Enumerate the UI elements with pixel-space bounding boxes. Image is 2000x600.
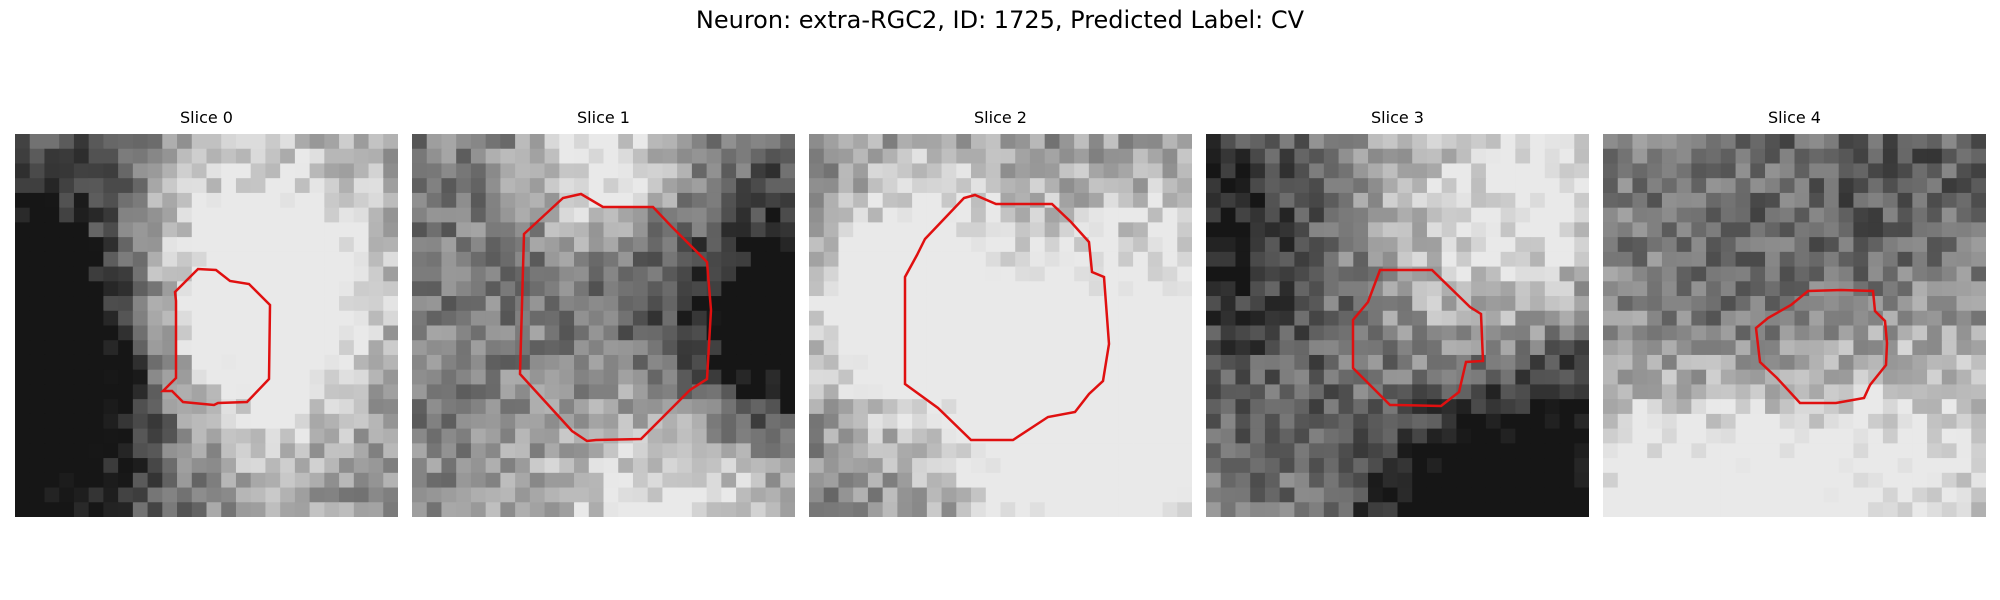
slice-image: [412, 134, 795, 517]
image-pixels: [1206, 134, 1589, 517]
image-pixels: [809, 134, 1192, 517]
neuron-outline: [1351, 268, 1485, 408]
figure-title: Neuron: extra-RGC2, ID: 1725, Predicted …: [695, 6, 1305, 34]
slice-panel-2: Slice 2: [809, 108, 1192, 517]
slice-panel-1: Slice 1: [412, 108, 795, 517]
neuron-outline: [159, 267, 272, 407]
neuron-outline: [1754, 288, 1889, 405]
slice-panel-0: Slice 0: [15, 108, 398, 517]
slice-image: [15, 134, 398, 517]
slice-title: Slice 4: [1768, 108, 1821, 127]
neuron-outline: [518, 192, 713, 443]
slice-image: [809, 134, 1192, 517]
neuron-outline: [903, 193, 1111, 442]
slice-title: Slice 3: [1371, 108, 1424, 127]
slice-panel-4: Slice 4: [1603, 108, 1986, 517]
slice-image: [1206, 134, 1589, 517]
slice-title: Slice 0: [180, 108, 233, 127]
slice-title: Slice 1: [577, 108, 630, 127]
image-pixels: [412, 134, 795, 517]
slice-panel-3: Slice 3: [1206, 108, 1589, 517]
image-pixels: [1603, 134, 1986, 517]
slice-image: [1603, 134, 1986, 517]
slice-title: Slice 2: [974, 108, 1027, 127]
image-pixels: [15, 134, 398, 517]
